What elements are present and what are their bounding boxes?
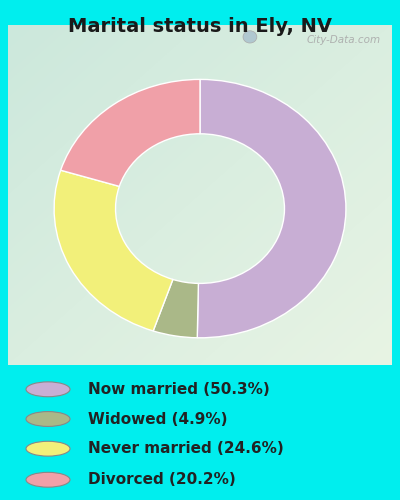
Text: Never married (24.6%): Never married (24.6%): [88, 441, 284, 456]
Wedge shape: [54, 170, 173, 331]
Text: Now married (50.3%): Now married (50.3%): [88, 382, 270, 397]
Circle shape: [243, 31, 257, 43]
Circle shape: [26, 472, 70, 487]
Circle shape: [26, 412, 70, 426]
Text: Widowed (4.9%): Widowed (4.9%): [88, 412, 228, 426]
Wedge shape: [197, 80, 346, 338]
Wedge shape: [61, 80, 200, 186]
Circle shape: [26, 442, 70, 456]
Wedge shape: [153, 280, 198, 338]
Text: Divorced (20.2%): Divorced (20.2%): [88, 472, 236, 487]
Circle shape: [26, 382, 70, 396]
Text: Marital status in Ely, NV: Marital status in Ely, NV: [68, 18, 332, 36]
Text: City-Data.com: City-Data.com: [306, 35, 380, 45]
